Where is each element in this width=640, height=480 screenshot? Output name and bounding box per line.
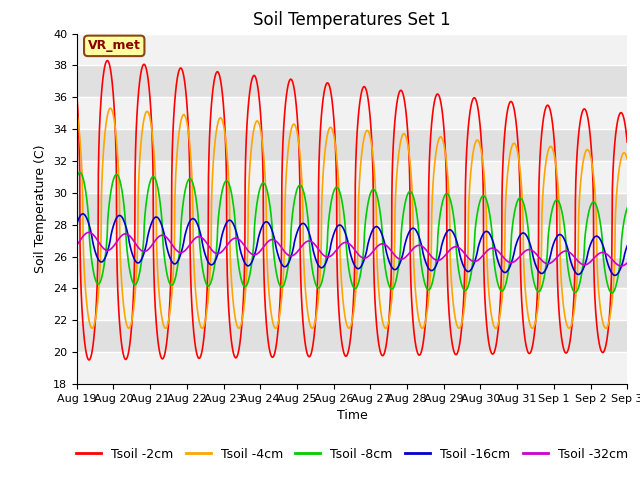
- Bar: [77, 352, 627, 384]
- Bar: [77, 34, 627, 65]
- Bar: [77, 193, 627, 225]
- Bar: [77, 129, 627, 161]
- Bar: [77, 225, 627, 257]
- Bar: [77, 320, 627, 352]
- Bar: [77, 288, 627, 320]
- Legend: Tsoil -2cm, Tsoil -4cm, Tsoil -8cm, Tsoil -16cm, Tsoil -32cm: Tsoil -2cm, Tsoil -4cm, Tsoil -8cm, Tsoi…: [71, 443, 633, 466]
- Bar: [77, 257, 627, 288]
- Bar: [77, 65, 627, 97]
- Title: Soil Temperatures Set 1: Soil Temperatures Set 1: [253, 11, 451, 29]
- Bar: [77, 97, 627, 129]
- X-axis label: Time: Time: [337, 409, 367, 422]
- Text: VR_met: VR_met: [88, 39, 141, 52]
- Y-axis label: Soil Temperature (C): Soil Temperature (C): [35, 144, 47, 273]
- Bar: [77, 161, 627, 193]
